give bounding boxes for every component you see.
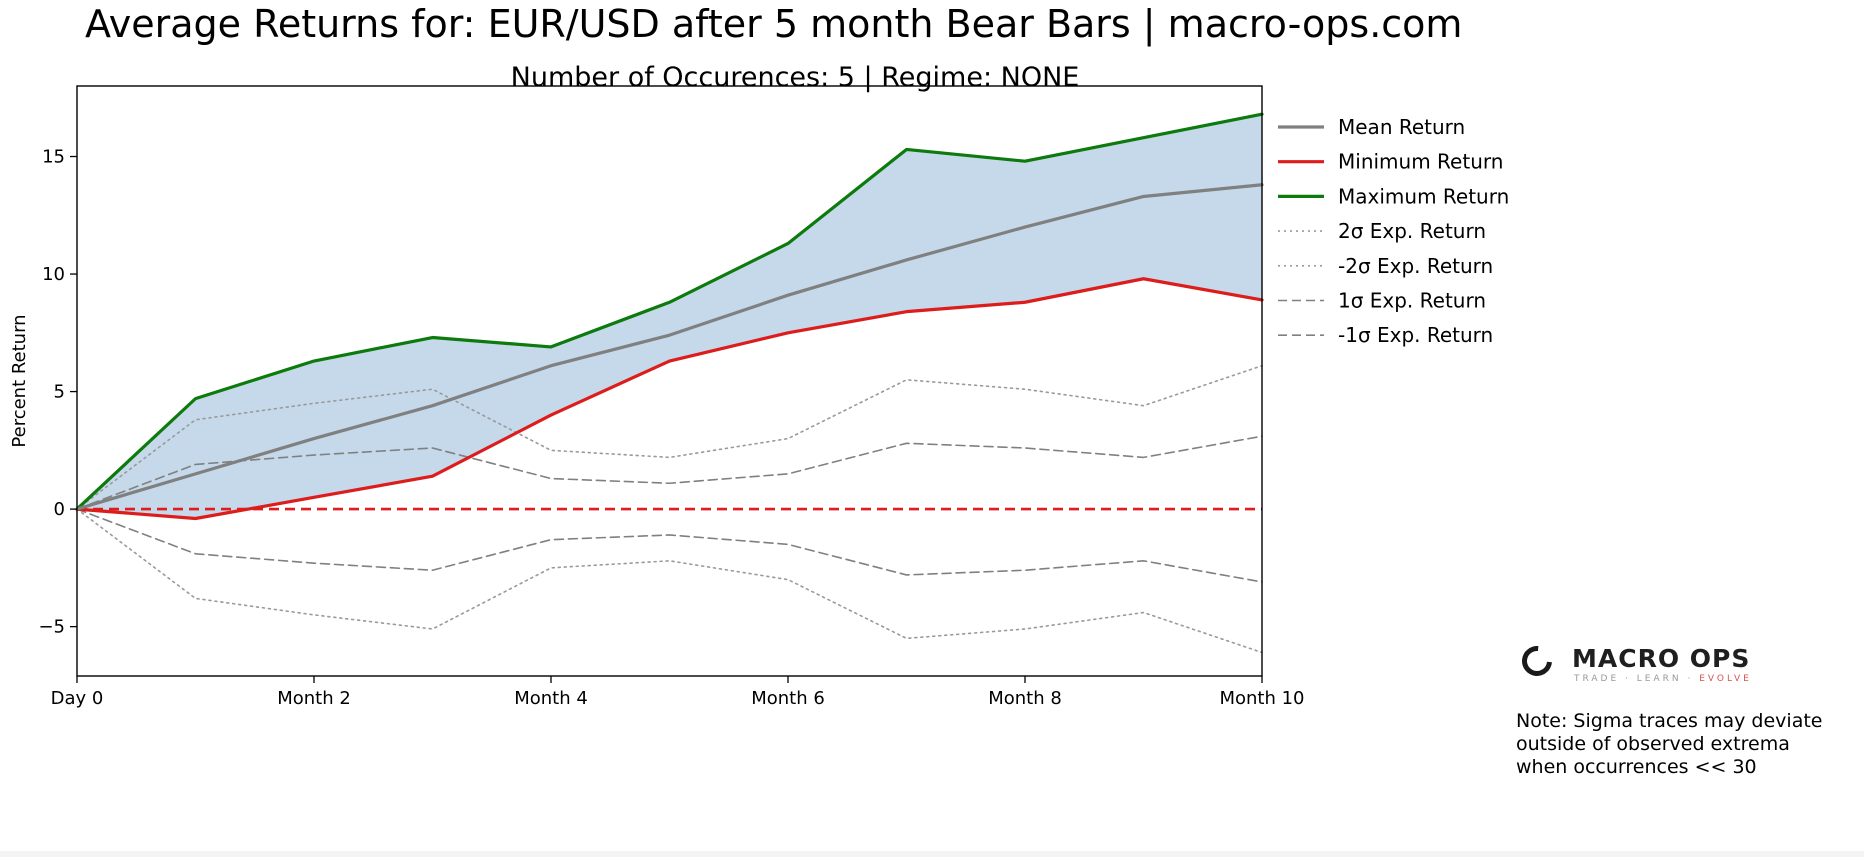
series-line-minimum-return xyxy=(75,277,1264,521)
chart-title: Average Returns for: EUR/USD after 5 mon… xyxy=(85,2,1463,46)
series-line-1sigma-exp-return xyxy=(76,508,1263,583)
series-line-1sigma-exp-return xyxy=(76,435,1263,510)
legend-label: -2σ Exp. Return xyxy=(1338,254,1493,278)
x-tick-label: Month 8 xyxy=(988,688,1062,709)
min-max-fill-layer xyxy=(77,114,1262,519)
plot-frame xyxy=(76,85,1263,677)
x-tick-label: Month 4 xyxy=(514,688,588,709)
x-tick-label: Month 10 xyxy=(1219,688,1304,709)
ticks-layer: Day 0 Month 2 Month 4 Month 6 Month 8 Month 1… xyxy=(9,147,1305,709)
y-tick-label: 10 xyxy=(42,264,65,285)
series-line-mean-return xyxy=(75,183,1264,511)
note-line-2: outside of observed extrema xyxy=(1516,733,1790,755)
sigma-note: Note: Sigma traces may deviate outside o… xyxy=(1516,710,1822,779)
min-max-fill xyxy=(77,114,1262,519)
y-axis-label: Percent Return xyxy=(9,314,30,447)
x-tick-label: Day 0 xyxy=(51,688,104,709)
series-line-maximum-return xyxy=(75,112,1264,511)
note-line-1: Note: Sigma traces may deviate xyxy=(1516,710,1823,732)
bottom-strip xyxy=(0,851,1864,857)
y-tick-label: 15 xyxy=(42,147,65,168)
legend-label: 1σ Exp. Return xyxy=(1338,289,1486,313)
legend-label: -1σ Exp. Return xyxy=(1338,323,1493,347)
legend-label: 2σ Exp. Return xyxy=(1338,219,1486,243)
macro-ops-ring-icon xyxy=(1515,639,1559,683)
legend-label: Mean Return xyxy=(1338,115,1465,139)
chart-subtitle: Number of Occurences: 5 | Regime: NONE xyxy=(510,62,1080,93)
logo-wordmark: MACRO OPS xyxy=(1572,644,1751,673)
series-line-2sigma-exp-return xyxy=(76,508,1263,654)
legend: Mean Return Minimum Return Maximum Return 2… xyxy=(1278,115,1509,347)
y-tick-label: 5 xyxy=(54,382,65,403)
logo-tagline-accent: EVOLVE xyxy=(1699,674,1752,684)
axes-layer xyxy=(76,85,1263,677)
macro-ops-logo: MACRO OPS TRADE · LEARN · EVOLVE xyxy=(1515,639,1762,692)
y-tick-label: 0 xyxy=(54,499,65,520)
x-tick-label: Month 2 xyxy=(277,688,351,709)
legend-label: Maximum Return xyxy=(1338,184,1509,208)
series-line-2sigma-exp-return xyxy=(76,364,1263,510)
logo-tagline-text: TRADE · LEARN · xyxy=(1574,674,1694,684)
x-tick-label: Month 6 xyxy=(751,688,825,709)
note-line-3: when occurrences << 30 xyxy=(1516,756,1757,778)
y-tick-label: −5 xyxy=(38,617,65,638)
legend-label: Minimum Return xyxy=(1338,150,1503,174)
series-lines-layer xyxy=(75,112,1264,654)
logo-tagline: TRADE · LEARN · EVOLVE xyxy=(1574,674,1752,684)
